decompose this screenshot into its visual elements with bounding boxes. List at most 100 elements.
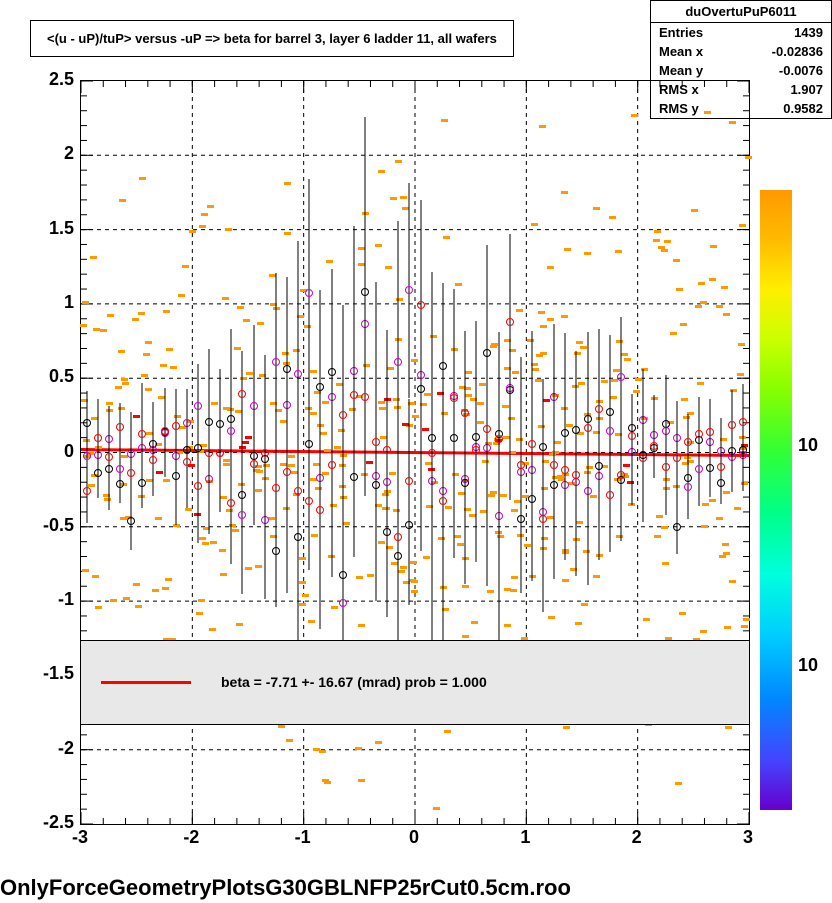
hist-bin [610, 396, 617, 399]
profile-marker [662, 463, 670, 471]
profile-marker [506, 318, 514, 326]
hist-bin [146, 432, 153, 435]
profile-marker [394, 358, 402, 366]
profile-marker [194, 402, 202, 410]
stats-label: Mean y [659, 63, 703, 78]
hist-bin [225, 228, 232, 231]
hist-bin [398, 570, 405, 573]
profile-marker [116, 423, 124, 431]
hist-bin [245, 436, 252, 439]
hist-bin [725, 726, 732, 729]
hist-bin [524, 544, 531, 547]
profile-marker [227, 427, 235, 435]
hist-bin [737, 373, 744, 376]
hist-bin [601, 380, 608, 383]
profile-marker [339, 599, 347, 607]
hist-bin [286, 739, 293, 742]
hist-bin [299, 581, 306, 584]
colorbar-label: 10 [798, 435, 818, 456]
hist-bin [635, 378, 642, 381]
hist-bin [320, 432, 327, 435]
x-tick-label: 1 [505, 827, 545, 848]
profile-marker [216, 449, 224, 457]
hist-bin [141, 374, 148, 377]
hist-bin [658, 246, 665, 249]
profile-marker [606, 491, 614, 499]
stats-value: 1.907 [790, 82, 823, 97]
hist-bin [540, 352, 547, 355]
hist-bin [462, 635, 469, 638]
hist-bin [160, 364, 167, 367]
hist-bin [324, 449, 331, 452]
hist-bin [273, 307, 280, 310]
hist-bin [219, 549, 226, 552]
hist-bin [516, 309, 523, 312]
hist-bin [138, 312, 145, 315]
hist-bin [504, 339, 511, 342]
hist-bin [624, 358, 631, 361]
hist-bin [704, 111, 711, 114]
profile-marker [138, 430, 146, 438]
hist-bin [729, 121, 736, 124]
profile-marker [383, 446, 391, 454]
colorbar-label: 10 [798, 655, 818, 676]
hist-bin [653, 239, 660, 242]
hist-bin [423, 556, 430, 559]
legend-fit-line [101, 681, 191, 684]
hist-bin [547, 318, 554, 321]
profile-marker [350, 391, 358, 399]
hist-bin [561, 191, 568, 194]
hist-bin [284, 232, 291, 235]
profile-marker [116, 465, 124, 473]
hist-bin [223, 463, 230, 466]
hist-bin [210, 541, 217, 544]
hist-bin [564, 248, 571, 251]
profile-marker [405, 477, 413, 485]
hist-bin [477, 421, 484, 424]
hist-bin [185, 508, 192, 511]
profile-marker [227, 499, 235, 507]
profile-marker [650, 442, 658, 450]
hist-bin [182, 265, 189, 268]
hist-bin [104, 498, 111, 501]
hist-bin [322, 401, 329, 404]
profile-marker [461, 409, 469, 417]
hist-bin [469, 514, 476, 517]
hist-bin [700, 630, 707, 633]
colorbar [760, 190, 792, 810]
hist-bin [596, 554, 603, 557]
hist-bin [504, 588, 511, 591]
hist-bin [535, 379, 542, 382]
y-tick-label: 0 [64, 441, 74, 462]
hist-bin [331, 606, 338, 609]
profile-marker [305, 497, 313, 505]
profile-marker [205, 449, 213, 457]
hist-bin [93, 328, 100, 331]
profile-marker [149, 456, 157, 464]
hist-bin [543, 399, 550, 402]
stats-row: Entries1439 [651, 23, 831, 42]
hist-bin [741, 625, 748, 628]
hist-bin [697, 382, 704, 385]
hist-bin [723, 491, 730, 494]
hist-bin [479, 383, 486, 386]
hist-bin [257, 322, 264, 325]
hist-bin [538, 425, 545, 428]
stats-label: Entries [659, 25, 703, 40]
hist-bin [563, 726, 570, 729]
y-tick-label: 2.5 [49, 69, 74, 90]
stats-value: -0.0076 [779, 63, 823, 78]
profile-marker [728, 421, 736, 429]
profile-marker [316, 506, 324, 514]
hist-bin [390, 197, 397, 200]
hist-bin [412, 415, 419, 418]
hist-bin [223, 459, 230, 462]
x-tick-label: 2 [617, 827, 657, 848]
hist-bin [139, 177, 146, 180]
hist-bin [722, 543, 729, 546]
hist-bin [438, 537, 445, 540]
hist-bin [119, 199, 126, 202]
hist-bin [701, 525, 708, 528]
hist-bin [189, 230, 196, 233]
stats-name: duOvertuPuP6011 [651, 1, 831, 23]
